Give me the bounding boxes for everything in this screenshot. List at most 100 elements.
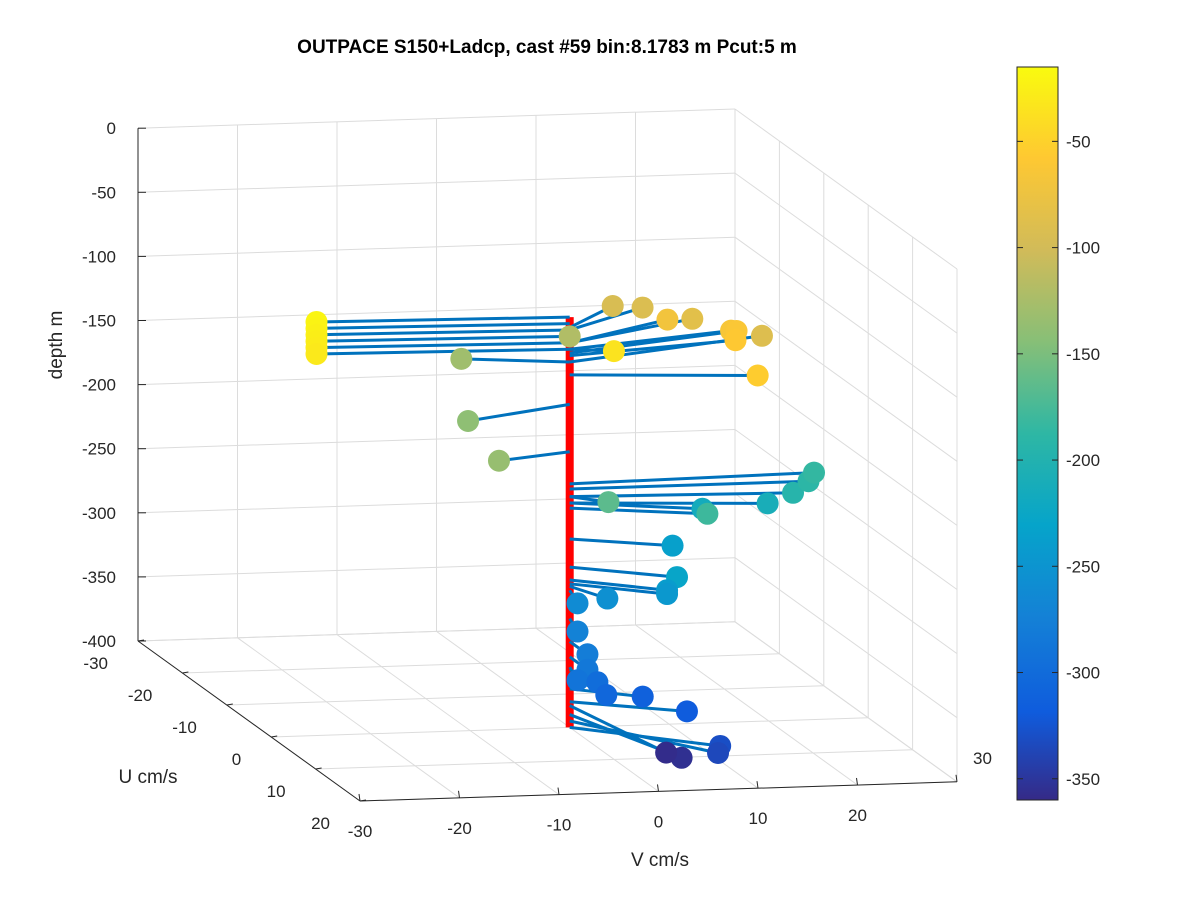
velocity-vector <box>569 306 644 332</box>
grid-line <box>734 172 958 334</box>
grid-line <box>237 637 460 799</box>
colorbar-tick-label: -200 <box>1066 451 1100 470</box>
velocity-point <box>631 685 654 708</box>
velocity-points <box>305 294 826 769</box>
x-tick-label: 20 <box>311 814 330 833</box>
colorbar-ticks: -50 -100 -150 -200 -250 -300 -350 <box>1017 132 1100 789</box>
grid-line <box>734 493 958 655</box>
velocity-vector <box>569 719 719 755</box>
velocity-point <box>675 700 698 723</box>
velocity-point <box>696 502 719 525</box>
colorbar-tick-label: -350 <box>1066 770 1100 789</box>
x-axis-line <box>137 640 361 802</box>
velocity-point <box>596 587 619 610</box>
velocity-point <box>681 307 704 330</box>
grid-line <box>137 557 736 578</box>
velocity-point <box>305 343 328 366</box>
velocity-point <box>558 325 581 348</box>
velocity-vector <box>498 450 570 463</box>
x-tick-label: -30 <box>83 654 108 673</box>
colorbar-gradient <box>1016 66 1059 801</box>
velocity-vector <box>316 328 570 337</box>
z-tick-label: -400 <box>82 632 116 651</box>
z-tick-label: -50 <box>91 183 116 202</box>
velocity-point <box>655 741 678 764</box>
x-tick-mark <box>182 671 189 674</box>
colorbar-tick-label: -250 <box>1066 557 1100 576</box>
grid-line <box>436 630 659 792</box>
velocity-vector <box>569 565 678 579</box>
velocity-vector <box>569 537 673 548</box>
velocity-point <box>661 534 684 557</box>
y-tick-label: 10 <box>749 809 768 828</box>
velocity-point <box>576 643 599 666</box>
velocity-point <box>597 491 620 514</box>
z-tick-label: 0 <box>107 119 116 138</box>
y-axis-label: V cm/s <box>631 850 689 871</box>
x-tick-mark <box>137 639 145 642</box>
grid-line <box>734 364 958 526</box>
velocity-vector <box>316 334 570 343</box>
velocity-point <box>707 741 730 764</box>
grid-line <box>635 624 858 786</box>
y-tick-label: -20 <box>447 819 472 838</box>
grid-line <box>734 108 958 270</box>
y-tick-mark <box>856 777 858 786</box>
velocity-vector <box>569 704 667 754</box>
x-tick-label: 10 <box>267 782 286 801</box>
x-tick-mark <box>226 703 233 706</box>
y-tick-mark <box>657 784 659 792</box>
velocity-point <box>656 308 679 331</box>
velocity-vector <box>316 341 570 350</box>
z-tick-label: -200 <box>82 376 116 395</box>
grid-line <box>734 621 958 783</box>
velocity-point <box>750 324 773 347</box>
tick-labels: 0-50-100-150-200-250-300-350-400-30-20-1… <box>82 119 992 841</box>
z-tick-label: -350 <box>82 568 116 587</box>
velocity-point <box>602 340 625 363</box>
velocity-point <box>566 592 589 615</box>
velocity-point <box>566 620 589 643</box>
colorbar: -50 -100 -150 -200 -250 -300 -350 <box>1016 66 1100 801</box>
grid-line <box>734 429 958 590</box>
grid-line <box>734 557 958 719</box>
grid-line <box>336 634 560 796</box>
velocity-point <box>803 461 826 484</box>
x-tick-label: -20 <box>128 686 153 705</box>
velocity-vector <box>316 315 570 324</box>
velocity-vector <box>569 582 668 596</box>
velocity-vector <box>569 506 708 516</box>
x-tick-mark <box>359 799 367 802</box>
chart-title: OUTPACE S150+Ladcp, cast #59 bin:8.1783 … <box>297 37 797 58</box>
velocity-vector <box>569 329 732 351</box>
velocity-point <box>631 296 654 319</box>
z-tick-label: -150 <box>82 312 116 331</box>
velocity-vector <box>569 479 809 491</box>
velocity-point <box>746 364 769 387</box>
y-tick-mark <box>557 787 560 795</box>
grid-line <box>137 236 736 257</box>
y-tick-label: 20 <box>848 806 867 825</box>
y-tick-label: -10 <box>547 816 572 835</box>
grid-line <box>137 172 736 193</box>
x-tick-label: -10 <box>172 718 197 737</box>
velocity-point <box>756 492 779 515</box>
velocity-vector <box>316 322 570 330</box>
x-tick-label: 0 <box>232 750 241 769</box>
grid-line <box>734 236 958 398</box>
velocity-vector <box>467 402 570 423</box>
velocity-point <box>450 347 473 370</box>
velocity-vector <box>569 373 758 377</box>
velocity-vectors <box>316 304 815 760</box>
velocity-vector <box>569 471 815 486</box>
x-axis-label: U cm/s <box>118 767 177 788</box>
velocity-point <box>566 669 589 692</box>
colorbar-tick-label: -150 <box>1066 345 1100 364</box>
velocity-point <box>601 294 624 317</box>
y-tick-mark <box>756 781 759 789</box>
axes <box>137 128 958 802</box>
velocity-vector <box>569 700 688 713</box>
velocity-point <box>656 583 679 606</box>
z-tick-label: -300 <box>82 504 116 523</box>
colorbar-tick-label: -100 <box>1066 239 1100 258</box>
